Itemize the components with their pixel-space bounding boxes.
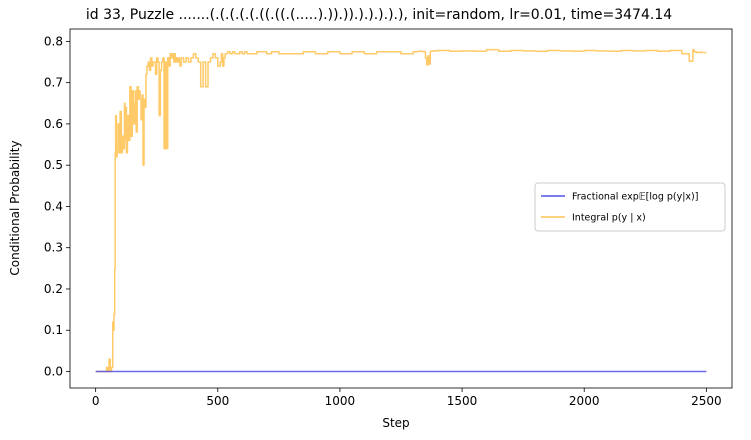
axes-frame xyxy=(69,28,733,389)
y-tick-label: 0.5 xyxy=(44,158,63,172)
chart-title: id 33, Puzzle .......(.(.(.(.(.((.((.(..… xyxy=(86,7,672,23)
legend-frame xyxy=(534,182,726,232)
y-tick-label: 0.3 xyxy=(44,241,63,255)
y-tick-label: 0.0 xyxy=(44,364,63,378)
y-tick-label: 0.1 xyxy=(44,323,63,337)
series-layer xyxy=(95,48,707,373)
y-axis-label: Conditional Probability xyxy=(8,140,22,275)
legend-label: Integral p(y | x) xyxy=(572,213,646,224)
y-tick-label: 0.7 xyxy=(44,76,63,90)
plot-area: 0 500 1000 1500 2000 2500 0.00.10.20.30.40.50… xyxy=(44,28,733,408)
y-tick-label: 0.8 xyxy=(44,34,63,48)
x-tick-label: 2500 xyxy=(691,394,722,408)
y-tick-label: 0.6 xyxy=(44,117,63,131)
y-tick-label: 0.4 xyxy=(44,199,63,213)
x-tick-label: 500 xyxy=(206,394,229,408)
x-axis-ticks: 0 500 1000 1500 2000 2500 xyxy=(92,388,722,408)
x-axis-label: Step xyxy=(382,416,409,430)
x-tick-label: 1500 xyxy=(447,394,478,408)
x-tick-label: 2000 xyxy=(569,394,600,408)
x-tick-label: 1000 xyxy=(325,394,356,408)
legend-label: Fractional exp𝔼[log p(y|x)] xyxy=(572,192,698,203)
x-tick-label: 0 xyxy=(92,394,100,408)
chart-legend: Fractional exp𝔼[log p(y|x)] Integral p(y … xyxy=(534,182,726,232)
y-axis-ticks: 0.0 0.1 0.2 0.3 0.4 0.5 0.6 0.7 0.8 xyxy=(44,34,70,378)
y-tick-label: 0.2 xyxy=(44,282,63,296)
series-line-integral xyxy=(95,48,707,373)
